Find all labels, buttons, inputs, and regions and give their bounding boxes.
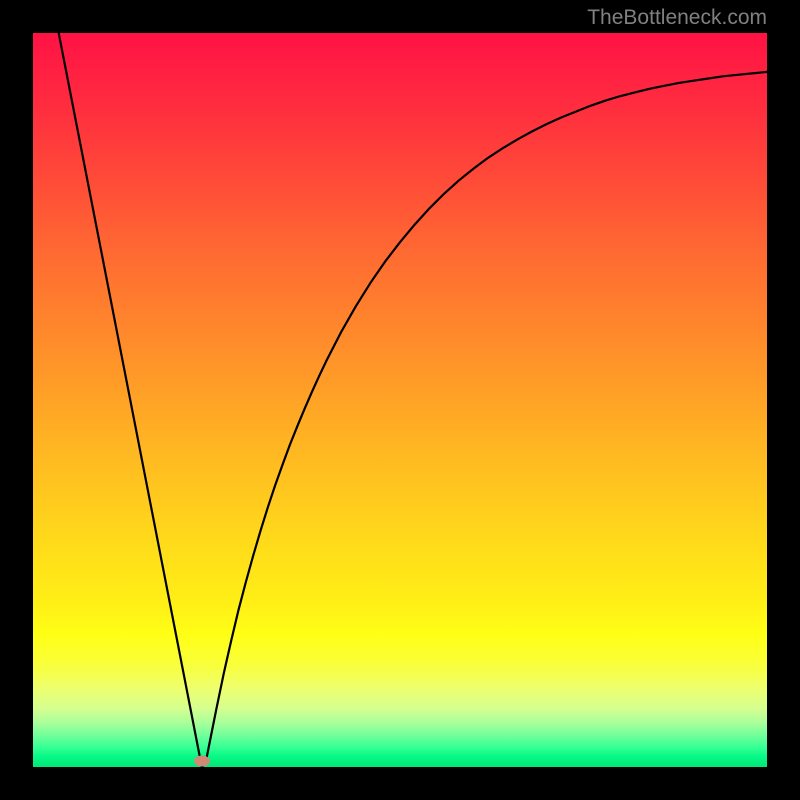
plot-area (33, 33, 767, 767)
min-point-marker (194, 756, 210, 767)
watermark-text: TheBottleneck.com (587, 6, 767, 30)
curve-layer (33, 33, 767, 767)
curve-left-line (59, 33, 202, 767)
chart-container: TheBottleneck.com (0, 0, 800, 800)
curve-right-arc (202, 72, 767, 767)
